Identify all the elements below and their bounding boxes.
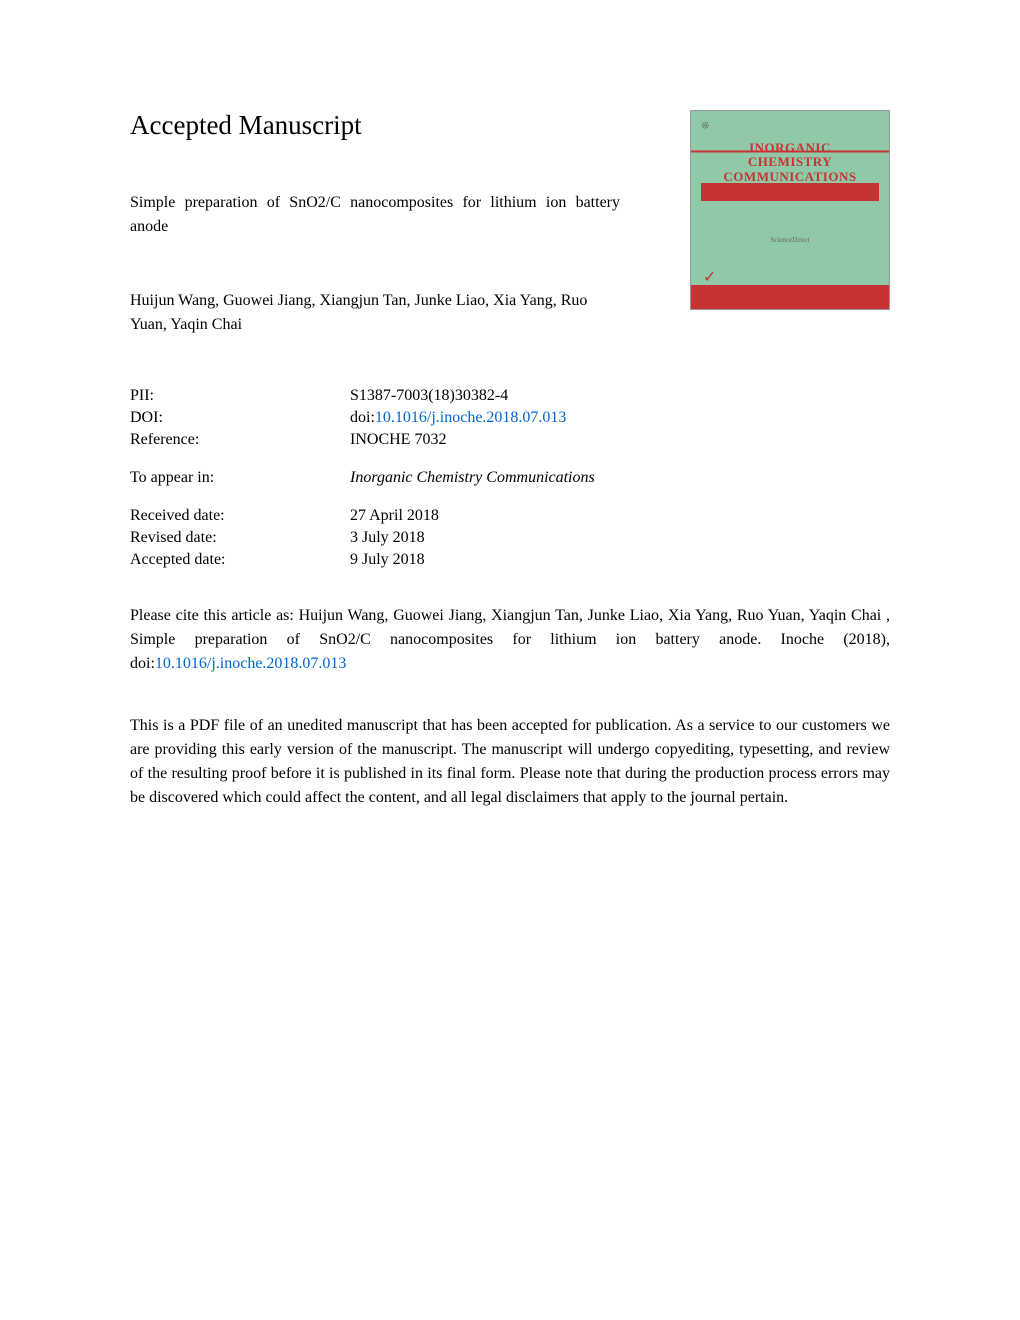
- cover-logo-icon: ❊: [701, 121, 709, 132]
- meta-row-pii: PII: S1387-7003(18)30382-4: [130, 387, 890, 405]
- journal-cover-thumbnail: ❊ INORGANIC CHEMISTRY COMMUNICATIONS Sci…: [690, 110, 890, 310]
- meta-label: To appear in:: [130, 469, 350, 487]
- meta-value: 9 July 2018: [350, 551, 890, 569]
- meta-value: INOCHE 7032: [350, 431, 890, 449]
- cover-center-text: ScienceDirect: [691, 236, 889, 244]
- meta-label: DOI:: [130, 409, 350, 427]
- cover-checkmark-icon: ✓: [703, 267, 716, 287]
- metadata-table: PII: S1387-7003(18)30382-4 DOI: doi:10.1…: [130, 387, 890, 569]
- meta-label: PII:: [130, 387, 350, 405]
- article-title: Simple preparation of SnO2/C nanocomposi…: [130, 191, 620, 239]
- meta-value: 3 July 2018: [350, 529, 890, 547]
- meta-row-accepted: Accepted date: 9 July 2018: [130, 551, 890, 569]
- disclaimer-text: This is a PDF file of an unedited manusc…: [130, 714, 890, 810]
- cover-subtitle-band: [701, 183, 879, 201]
- meta-row-doi: DOI: doi:10.1016/j.inoche.2018.07.013: [130, 409, 890, 427]
- meta-row-revised: Revised date: 3 July 2018: [130, 529, 890, 547]
- meta-row-reference: Reference: INOCHE 7032: [130, 431, 890, 449]
- meta-label: Revised date:: [130, 529, 350, 547]
- meta-value: S1387-7003(18)30382-4: [350, 387, 890, 405]
- cover-bottom-band: [691, 285, 889, 309]
- meta-row-appear: To appear in: Inorganic Chemistry Commun…: [130, 469, 890, 487]
- meta-value: 27 April 2018: [350, 507, 890, 525]
- cover-journal-title: INORGANIC CHEMISTRY COMMUNICATIONS: [691, 141, 889, 184]
- meta-value: doi:10.1016/j.inoche.2018.07.013: [350, 409, 890, 427]
- authors: Huijun Wang, Guowei Jiang, Xiangjun Tan,…: [130, 289, 620, 337]
- page-title: Accepted Manuscript: [130, 110, 620, 141]
- citation-text: Please cite this article as: Huijun Wang…: [130, 604, 890, 676]
- meta-label: Accepted date:: [130, 551, 350, 569]
- meta-label: Reference:: [130, 431, 350, 449]
- meta-value: Inorganic Chemistry Communications: [350, 469, 890, 487]
- doi-link[interactable]: 10.1016/j.inoche.2018.07.013: [375, 409, 567, 426]
- meta-row-received: Received date: 27 April 2018: [130, 507, 890, 525]
- meta-label: Received date:: [130, 507, 350, 525]
- citation-doi-link[interactable]: 10.1016/j.inoche.2018.07.013: [155, 655, 347, 672]
